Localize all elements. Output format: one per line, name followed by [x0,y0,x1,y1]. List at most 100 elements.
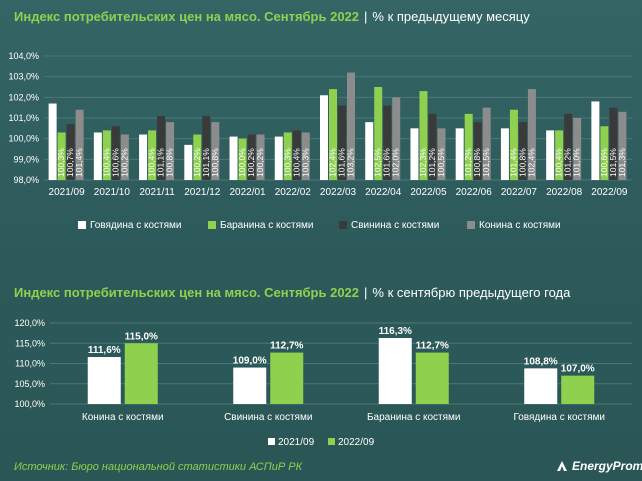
bar [378,337,412,404]
data-label: 102,3% [418,148,428,177]
data-label: 99,7% [183,152,193,177]
data-label: 100,5% [499,148,509,177]
bar [247,134,256,180]
data-label: 101,6% [337,148,347,177]
bar [301,132,310,180]
data-label: 112,7% [416,341,449,352]
monthly-cpi-chart: 98,0% 99,0% 100,0% 101,0% 102,0% 103,0% 104,0%… [8,51,632,231]
y-tick-label: 110,0% [15,359,45,369]
data-label: 100,4% [147,148,157,177]
data-label: 111,6% [88,345,121,356]
x-tick-label: 2022/09 [591,187,628,198]
bar [524,368,558,404]
bar [148,130,157,180]
data-label: 101,3% [617,148,627,177]
data-label: 116,3% [379,326,412,337]
y-tick-label: 101,0% [8,113,39,123]
data-label: 102,4% [526,148,536,177]
bar [482,107,491,180]
chart1-subtitle: % к предыдущему месяцу [372,9,530,24]
data-label: 109,0% [233,356,267,367]
bar [238,138,247,180]
data-label: 112,7% [270,341,303,352]
data-label: 100,1% [228,148,238,177]
bar [120,134,129,180]
bar [392,97,401,180]
bar [233,367,267,404]
data-label: 100,4% [545,148,555,177]
bar [320,95,328,180]
data-label: 100,5% [454,148,464,177]
data-label: 100,4% [101,148,111,177]
bar [555,130,564,180]
bar [274,136,283,180]
data-label: 102,5% [373,148,383,177]
x-tick-label: 2022/07 [501,187,538,198]
bar [600,126,609,180]
legend-swatch [328,438,335,445]
bar [124,343,158,404]
legend-swatch [268,438,275,445]
data-label: 101,1% [201,148,211,177]
data-label: 100,3% [92,148,102,177]
chart2-title: Индекс потребительских цен на мясо. Сент… [14,285,570,300]
data-label: 100,2% [255,148,265,177]
data-label: 101,2% [427,148,437,177]
bar [338,105,346,180]
bar [410,128,419,180]
data-label: 101,8% [590,148,600,177]
y-tick-label: 102,0% [8,92,39,102]
y-tick-label: 99,0% [13,154,39,164]
data-label: 101,1% [156,148,166,177]
bar [211,122,220,180]
y-tick-label: 100,0% [14,399,45,409]
data-label: 100,5% [436,148,446,177]
x-tick-label: 2022/06 [456,187,493,198]
x-tick-label: Свинина с костями [224,412,312,423]
bar [48,103,57,180]
bar [184,144,193,180]
source-note: Источник: Бюро национальной статистики А… [14,461,303,473]
bar [464,113,473,180]
data-label: 100,8% [364,148,374,177]
bar [591,101,600,180]
bar [166,122,175,180]
bar [564,113,573,180]
bar [518,122,527,180]
x-tick-label: 2022/02 [275,187,312,198]
data-label: 101,6% [382,148,392,177]
x-tick-label: 2021/10 [94,187,131,198]
y-tick-label: 120,0% [14,318,45,328]
x-tick-label: 2022/03 [320,187,357,198]
chart2-title-main: Индекс потребительских цен на мясо. Сент… [14,285,360,300]
x-tick-label: 2021/09 [49,187,86,198]
bar [329,89,337,180]
data-label: 101,2% [463,148,473,177]
data-label: 100,2% [119,148,129,177]
data-label: 100,3% [300,148,310,177]
data-label: 101,5% [608,148,618,177]
bar [347,72,355,180]
bar [292,130,301,180]
bar [157,115,166,180]
bar [455,128,464,180]
legend-label: Баранина с костями [220,220,314,231]
data-label: 100,7% [65,148,75,177]
legend-swatch [339,221,347,229]
bar [419,91,428,180]
bar [561,375,595,404]
legend-swatch [208,221,216,229]
y-tick-label: 105,0% [14,379,45,389]
bar [573,118,582,180]
data-label: 100,2% [192,148,202,177]
logo-text: EnergyProm [572,459,642,473]
data-label: 101,5% [481,148,491,177]
x-tick-label: Говядина с костями [514,412,606,423]
bar [618,111,627,180]
legend-swatch [78,221,86,229]
y-tick-label: 100,0% [8,134,39,144]
data-label: 100,4% [291,148,301,177]
bar [111,126,120,180]
x-tick-label: 2021/11 [139,187,175,198]
